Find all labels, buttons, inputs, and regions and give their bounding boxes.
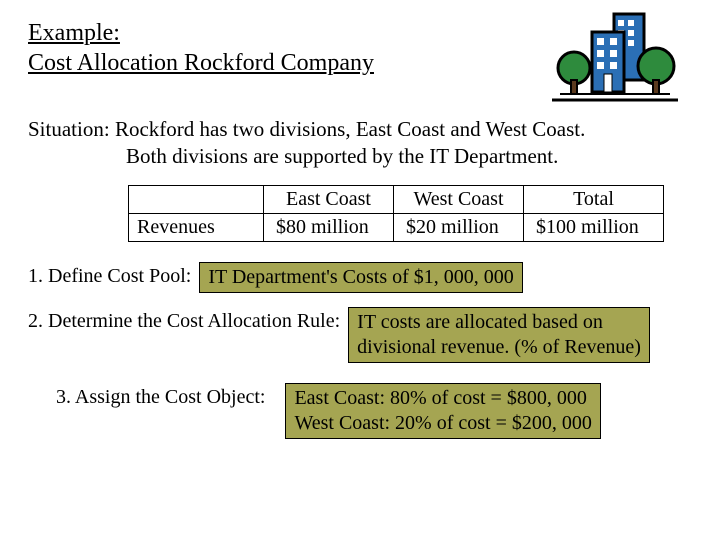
step2-box: IT costs are allocated based on division…	[348, 307, 650, 363]
step-1: 1. Define Cost Pool: IT Department's Cos…	[28, 262, 692, 293]
step2-box-line1: IT costs are allocated based on	[357, 311, 603, 333]
table-val-total: $100 million	[524, 213, 664, 241]
step2-label: 2. Determine the Cost Allocation Rule:	[28, 307, 340, 333]
situation-text: Situation: Rockford has two divisions, E…	[28, 116, 692, 171]
step1-box: IT Department's Costs of $1, 000, 000	[199, 262, 522, 293]
step2-box-line2: divisional revenue. (% of Revenue)	[357, 336, 641, 358]
step3-box: East Coast: 80% of cost = $800, 000 West…	[285, 383, 600, 439]
step3-label: 3. Assign the Cost Object:	[56, 383, 265, 409]
step1-label: 1. Define Cost Pool:	[28, 262, 191, 288]
table-header-blank	[129, 185, 264, 213]
table-row-label: Revenues	[129, 213, 264, 241]
table-val-west: $20 million	[394, 213, 524, 241]
situation-line1: Rockford has two divisions, East Coast a…	[110, 117, 586, 141]
situation-label: Situation:	[28, 117, 110, 141]
building-trees-icon	[550, 8, 680, 108]
table-row: Revenues $80 million $20 million $100 mi…	[129, 213, 664, 241]
title-line1: Example:	[28, 20, 120, 46]
table-header-total: Total	[524, 185, 664, 213]
step3-box-line1: East Coast: 80% of cost = $800, 000	[294, 387, 586, 409]
table-header-east: East Coast	[264, 185, 394, 213]
situation-line2: Both divisions are supported by the IT D…	[126, 143, 692, 170]
title-line2: Cost Allocation Rockford Company	[28, 50, 374, 76]
step-3: 3. Assign the Cost Object: East Coast: 8…	[56, 383, 692, 439]
revenue-table: East Coast West Coast Total Revenues $80…	[128, 185, 664, 242]
table-header-row: East Coast West Coast Total	[129, 185, 664, 213]
table-val-east: $80 million	[264, 213, 394, 241]
step-2: 2. Determine the Cost Allocation Rule: I…	[28, 307, 692, 363]
table-header-west: West Coast	[394, 185, 524, 213]
step3-box-line2: West Coast: 20% of cost = $200, 000	[294, 412, 591, 434]
